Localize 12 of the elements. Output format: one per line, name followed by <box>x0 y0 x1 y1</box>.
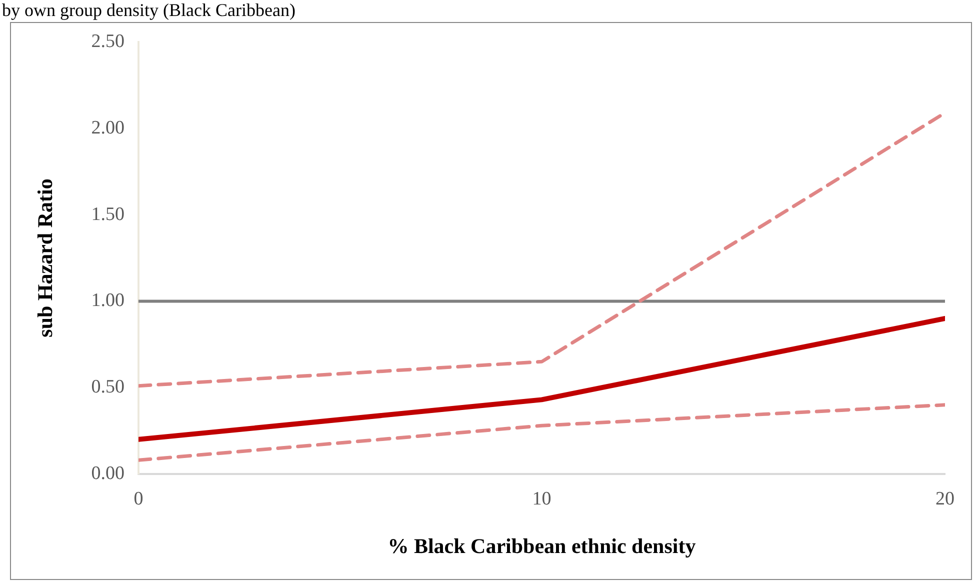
y-tick-label: 2.50 <box>91 30 124 52</box>
chart-title: by own group density (Black Caribbean) <box>2 0 296 20</box>
y-tick-label: 1.00 <box>91 290 124 312</box>
y-tick-label: 0.50 <box>91 376 124 398</box>
y-axis-title: sub Hazard Ratio <box>33 178 58 338</box>
x-axis-title: % Black Caribbean ethnic density <box>388 534 696 558</box>
x-tick-label: 20 <box>936 488 954 510</box>
y-tick-label: 2.00 <box>91 117 124 138</box>
x-tick-label: 0 <box>134 488 144 510</box>
y-tick-label: 1.50 <box>91 204 124 225</box>
x-tick-label: 10 <box>532 488 552 510</box>
y-tick-label: 0.00 <box>91 462 124 484</box>
